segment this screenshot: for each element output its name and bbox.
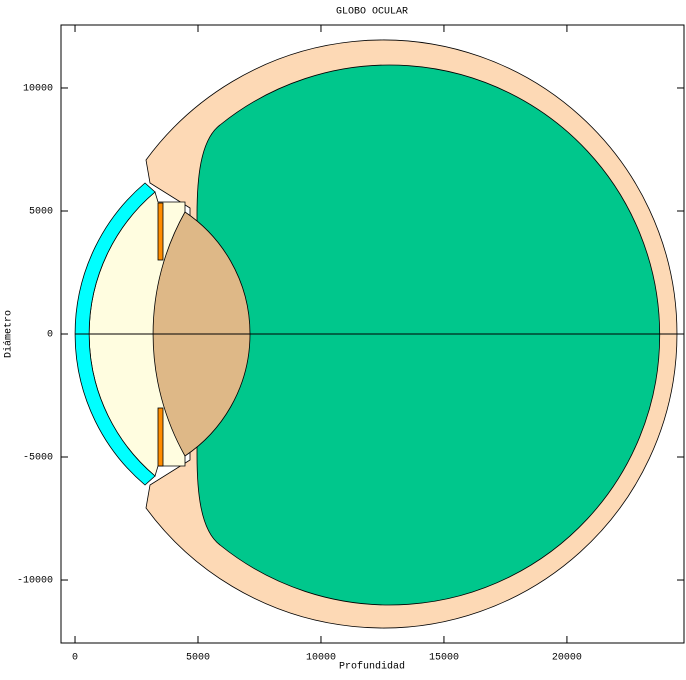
y-axis-label: Diámetro xyxy=(3,310,15,358)
y-tick-label: -5000 xyxy=(23,453,53,464)
iris-top xyxy=(157,202,164,261)
cornea xyxy=(74,182,156,486)
x-tick-label: 0 xyxy=(72,653,78,664)
x-tick-label: 20000 xyxy=(552,653,582,664)
x-tick-label: 5000 xyxy=(186,653,210,664)
y-tick-label: 5000 xyxy=(29,207,53,218)
y-tick-label: -10000 xyxy=(17,576,53,587)
x-tick-label: 15000 xyxy=(429,653,459,664)
y-tick-label: 0 xyxy=(47,330,53,341)
iris-bottom xyxy=(157,407,164,467)
y-tick-label: 10000 xyxy=(23,84,53,95)
vitreous-body xyxy=(196,64,661,606)
x-axis-label: Profundidad xyxy=(339,661,405,673)
x-tick-label: 10000 xyxy=(306,653,336,664)
chart-title: GLOBO OCULAR xyxy=(336,7,408,18)
